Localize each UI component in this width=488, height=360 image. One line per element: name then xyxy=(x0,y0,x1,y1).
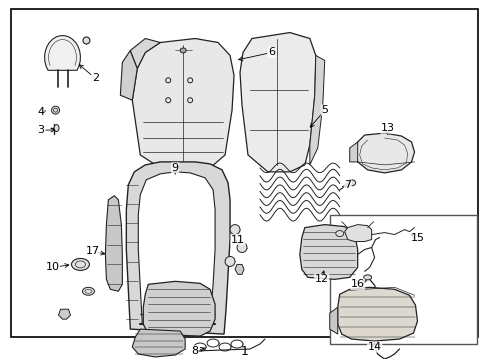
Polygon shape xyxy=(329,307,337,334)
Polygon shape xyxy=(132,329,185,357)
Polygon shape xyxy=(240,32,315,172)
Text: 8: 8 xyxy=(191,346,198,356)
Ellipse shape xyxy=(54,125,59,131)
Text: 9: 9 xyxy=(171,163,179,173)
Polygon shape xyxy=(309,55,324,165)
Ellipse shape xyxy=(347,180,355,186)
Polygon shape xyxy=(354,133,414,173)
Text: 3: 3 xyxy=(37,125,44,135)
Text: 17: 17 xyxy=(85,247,99,256)
Polygon shape xyxy=(59,309,70,319)
Text: 14: 14 xyxy=(367,342,381,352)
Polygon shape xyxy=(349,142,357,162)
Text: 2: 2 xyxy=(92,73,99,83)
Ellipse shape xyxy=(71,258,89,270)
Ellipse shape xyxy=(51,106,60,114)
Text: 13: 13 xyxy=(380,123,394,133)
Polygon shape xyxy=(130,39,160,68)
Text: 6: 6 xyxy=(268,48,275,58)
Text: 1: 1 xyxy=(241,345,248,357)
Ellipse shape xyxy=(237,243,246,252)
Polygon shape xyxy=(105,196,122,291)
Text: 15: 15 xyxy=(409,233,424,243)
Polygon shape xyxy=(143,282,215,336)
Polygon shape xyxy=(337,287,417,341)
Polygon shape xyxy=(235,265,244,274)
Polygon shape xyxy=(120,50,137,100)
Text: 11: 11 xyxy=(230,235,244,244)
Ellipse shape xyxy=(83,37,90,44)
Text: 7: 7 xyxy=(344,180,350,190)
Text: 16: 16 xyxy=(350,279,364,289)
Polygon shape xyxy=(132,39,234,172)
Bar xyxy=(329,215,476,344)
Ellipse shape xyxy=(224,256,235,266)
Polygon shape xyxy=(138,172,215,324)
Ellipse shape xyxy=(363,275,371,280)
Polygon shape xyxy=(44,36,80,70)
Polygon shape xyxy=(344,225,371,242)
Text: 4: 4 xyxy=(37,107,44,117)
Text: 10: 10 xyxy=(45,262,60,273)
Ellipse shape xyxy=(229,225,240,235)
Polygon shape xyxy=(299,225,357,279)
Text: 5: 5 xyxy=(321,105,327,115)
Ellipse shape xyxy=(335,231,343,237)
Text: 12: 12 xyxy=(314,274,328,284)
Ellipse shape xyxy=(180,48,186,53)
Polygon shape xyxy=(126,162,229,334)
Ellipse shape xyxy=(82,287,94,295)
